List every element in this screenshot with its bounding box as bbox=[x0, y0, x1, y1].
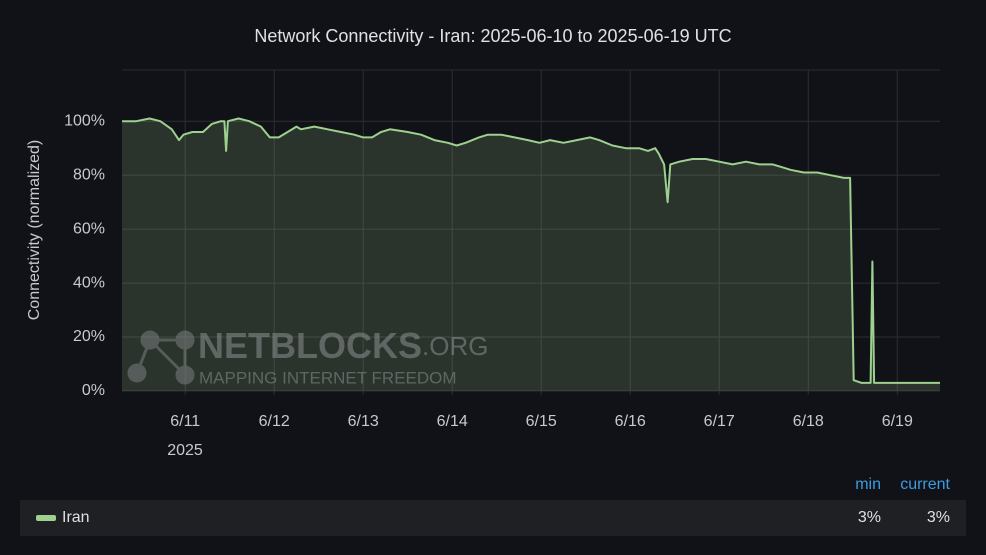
x-tick-label: 6/11 bbox=[170, 413, 200, 430]
legend-stat-value: 3% bbox=[858, 509, 881, 526]
x-tick-label: 6/18 bbox=[793, 413, 824, 430]
y-tick-label: 100% bbox=[64, 112, 105, 129]
x-tick-label: 6/12 bbox=[259, 413, 290, 430]
legend-stat-header[interactable]: current bbox=[900, 476, 950, 493]
x-tick-label: 6/14 bbox=[437, 413, 468, 430]
y-tick-label: 60% bbox=[73, 220, 105, 237]
x-tick-label: 6/15 bbox=[526, 413, 557, 430]
y-tick-label: 0% bbox=[82, 382, 105, 399]
x-tick-label: 6/13 bbox=[348, 413, 379, 430]
x-tick-label: 6/16 bbox=[615, 413, 646, 430]
y-tick-label: 20% bbox=[73, 328, 105, 345]
watermark-tagline: MAPPING INTERNET FREEDOM bbox=[199, 368, 457, 387]
watermark-suffix: .ORG bbox=[422, 331, 488, 361]
y-axis-label: Connectivity (normalized) bbox=[26, 140, 43, 321]
x-tick-label: 6/19 bbox=[882, 413, 913, 430]
legend-stat-header[interactable]: min bbox=[855, 476, 881, 493]
y-tick-label: 40% bbox=[73, 274, 105, 291]
watermark-name: NETBLOCKS.ORG bbox=[198, 325, 488, 366]
legend-label: Iran bbox=[62, 509, 90, 526]
chart-title: Network Connectivity - Iran: 2025-06-10 … bbox=[254, 26, 731, 46]
watermark-logo bbox=[127, 330, 195, 385]
watermark-name-main: NETBLOCKS bbox=[198, 325, 422, 366]
x-year-label: 2025 bbox=[167, 442, 203, 459]
x-tick-label: 6/17 bbox=[704, 413, 735, 430]
watermark: NETBLOCKS.ORG MAPPING INTERNET FREEDOM bbox=[127, 325, 488, 387]
legend-swatch bbox=[36, 515, 56, 521]
area-fill bbox=[122, 118, 940, 391]
legend-row bbox=[20, 500, 966, 536]
y-tick-label: 80% bbox=[73, 166, 105, 183]
legend-stat-value: 3% bbox=[927, 509, 950, 526]
line bbox=[122, 117, 940, 384]
